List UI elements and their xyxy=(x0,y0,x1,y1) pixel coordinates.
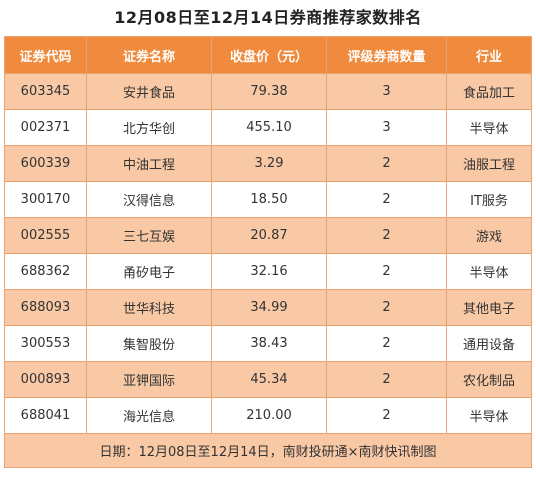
table-row: 002555 三七互娱 20.87 2 游戏 xyxy=(4,217,532,254)
source-note: 日期：12月08日至12月14日，南财投研通×南财快讯制图 xyxy=(4,433,532,468)
cell-name: 三七互娱 xyxy=(86,217,212,254)
table-row: 300170 汉得信息 18.50 2 IT服务 xyxy=(4,181,532,218)
cell-close-price: 32.16 xyxy=(211,253,327,290)
cell-code: 688041 xyxy=(4,397,87,434)
cell-rating-count: 2 xyxy=(326,289,447,326)
cell-close-price: 45.34 xyxy=(211,361,327,398)
cell-name: 亚钾国际 xyxy=(86,361,212,398)
table-row: 688362 甬矽电子 32.16 2 半导体 xyxy=(4,253,532,290)
cell-code: 000893 xyxy=(4,361,87,398)
column-header-name: 证券名称 xyxy=(86,36,212,74)
cell-rating-count: 2 xyxy=(326,181,447,218)
header-row: 证券代码 证券名称 收盘价（元） 评级券商数量 行业 xyxy=(4,36,532,74)
cell-industry: 食品加工 xyxy=(446,73,532,110)
column-header-rating-count: 评级券商数量 xyxy=(326,36,447,74)
cell-industry: 油服工程 xyxy=(446,145,532,182)
cell-industry: 通用设备 xyxy=(446,325,532,362)
column-header-close-price: 收盘价（元） xyxy=(211,36,327,74)
cell-industry: IT服务 xyxy=(446,181,532,218)
cell-name: 安井食品 xyxy=(86,73,212,110)
table-row: 603345 安井食品 79.38 3 食品加工 xyxy=(4,73,532,110)
ranking-table: 证券代码 证券名称 收盘价（元） 评级券商数量 行业 603345 安井食品 7… xyxy=(4,36,532,468)
cell-close-price: 38.43 xyxy=(211,325,327,362)
cell-industry: 农化制品 xyxy=(446,361,532,398)
cell-industry: 半导体 xyxy=(446,109,532,146)
table-row: 600339 中油工程 3.29 2 油服工程 xyxy=(4,145,532,182)
cell-rating-count: 2 xyxy=(326,397,447,434)
cell-name: 海光信息 xyxy=(86,397,212,434)
cell-rating-count: 2 xyxy=(326,253,447,290)
cell-close-price: 34.99 xyxy=(211,289,327,326)
cell-name: 集智股份 xyxy=(86,325,212,362)
cell-industry: 游戏 xyxy=(446,217,532,254)
cell-code: 600339 xyxy=(4,145,87,182)
cell-rating-count: 2 xyxy=(326,217,447,254)
table-row: 688041 海光信息 210.00 2 半导体 xyxy=(4,397,532,434)
table-row: 688093 世华科技 34.99 2 其他电子 xyxy=(4,289,532,326)
table-row: 000893 亚钾国际 45.34 2 农化制品 xyxy=(4,361,532,398)
cell-name: 甬矽电子 xyxy=(86,253,212,290)
cell-close-price: 20.87 xyxy=(211,217,327,254)
cell-code: 300553 xyxy=(4,325,87,362)
cell-code: 002371 xyxy=(4,109,87,146)
cell-rating-count: 3 xyxy=(326,109,447,146)
cell-industry: 半导体 xyxy=(446,253,532,290)
cell-rating-count: 3 xyxy=(326,73,447,110)
cell-name: 汉得信息 xyxy=(86,181,212,218)
cell-name: 世华科技 xyxy=(86,289,212,326)
table-row: 002371 北方华创 455.10 3 半导体 xyxy=(4,109,532,146)
cell-code: 603345 xyxy=(4,73,87,110)
cell-code: 688362 xyxy=(4,253,87,290)
cell-close-price: 18.50 xyxy=(211,181,327,218)
cell-rating-count: 2 xyxy=(326,325,447,362)
footer-row: 日期：12月08日至12月14日，南财投研通×南财快讯制图 xyxy=(4,433,532,468)
column-header-code: 证券代码 xyxy=(4,36,87,74)
cell-rating-count: 2 xyxy=(326,145,447,182)
cell-code: 688093 xyxy=(4,289,87,326)
cell-name: 中油工程 xyxy=(86,145,212,182)
cell-close-price: 79.38 xyxy=(211,73,327,110)
cell-code: 300170 xyxy=(4,181,87,218)
cell-industry: 其他电子 xyxy=(446,289,532,326)
cell-code: 002555 xyxy=(4,217,87,254)
column-header-industry: 行业 xyxy=(446,36,532,74)
cell-rating-count: 2 xyxy=(326,361,447,398)
cell-industry: 半导体 xyxy=(446,397,532,434)
cell-name: 北方华创 xyxy=(86,109,212,146)
cell-close-price: 3.29 xyxy=(211,145,327,182)
cell-close-price: 455.10 xyxy=(211,109,327,146)
cell-close-price: 210.00 xyxy=(211,397,327,434)
table-title: 12月08日至12月14日券商推荐家数排名 xyxy=(114,8,422,27)
table-row: 300553 集智股份 38.43 2 通用设备 xyxy=(4,325,532,362)
